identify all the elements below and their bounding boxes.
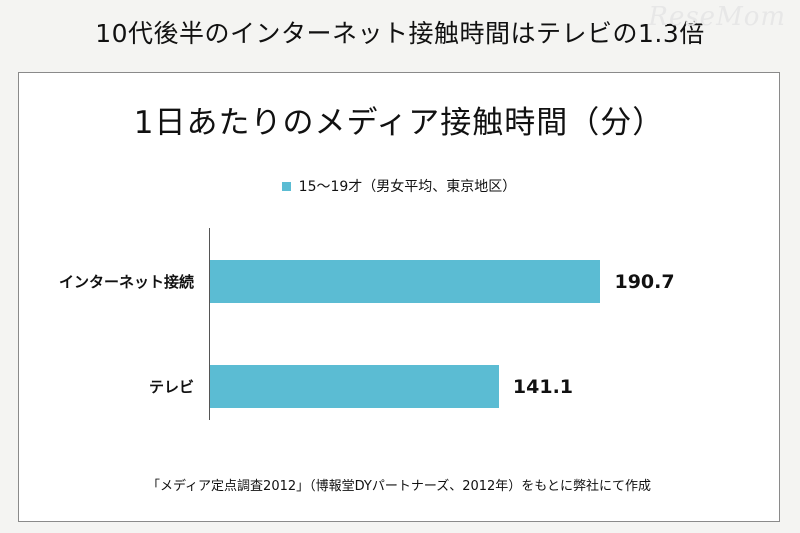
source-note: 「メディア定点調査2012」（博報堂DYパートナーズ、2012年）をもとに弊社に… bbox=[146, 479, 652, 494]
legend-swatch bbox=[281, 181, 291, 191]
chart-title: 1日あたりのメディア接触時間（分） bbox=[133, 105, 665, 141]
bar bbox=[210, 365, 499, 408]
category-label: インターネット接続 bbox=[58, 272, 194, 291]
category-axis-line bbox=[209, 228, 210, 420]
watermark-logo: ReseMom bbox=[648, 2, 786, 32]
chart-legend: 15〜19才（男女平均、東京地区） bbox=[19, 176, 779, 196]
bar bbox=[210, 260, 601, 303]
data-label: 141.1 bbox=[512, 375, 574, 398]
category-label: テレビ bbox=[148, 377, 194, 396]
legend-series-label: 15〜19才（男女平均、東京地区） bbox=[298, 179, 517, 195]
page-headline: 10代後半のインターネット接触時間はテレビの1.3倍 bbox=[95, 19, 705, 48]
data-label: 190.7 bbox=[614, 270, 675, 293]
chart-panel: 1日あたりのメディア接触時間（分） 15〜19才（男女平均、東京地区） インター… bbox=[18, 72, 780, 522]
